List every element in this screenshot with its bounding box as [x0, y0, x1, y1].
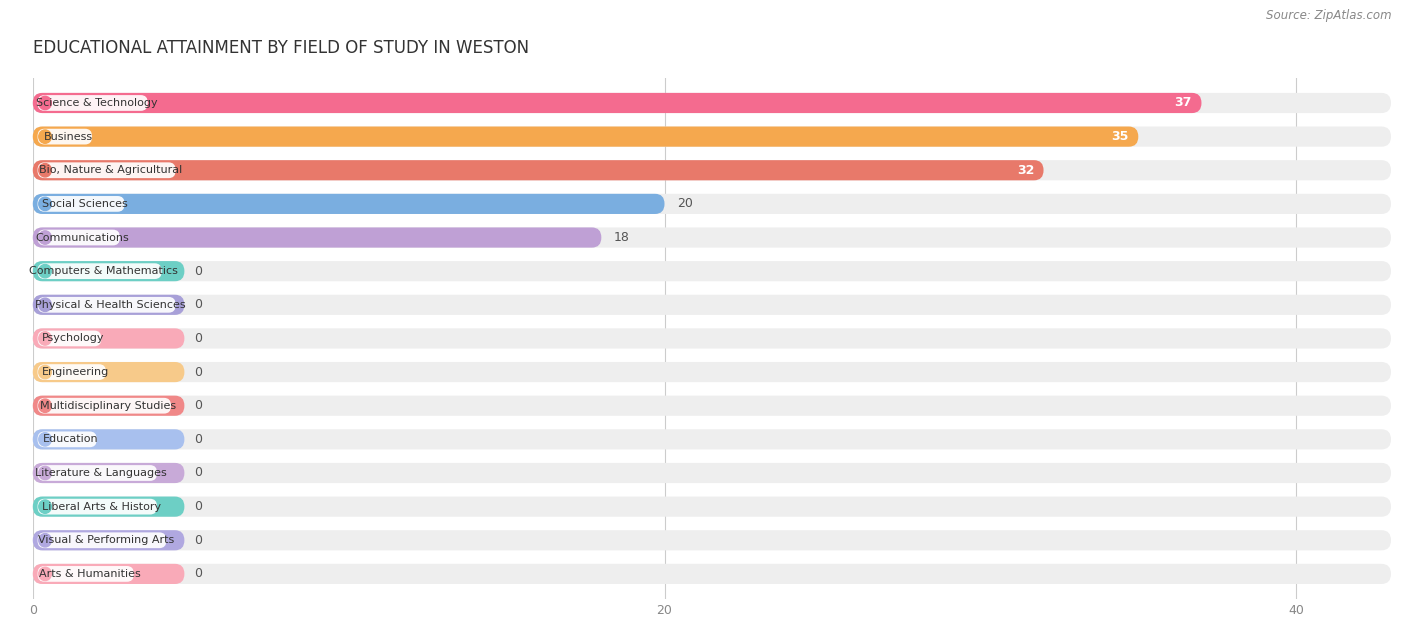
- FancyBboxPatch shape: [32, 194, 665, 214]
- FancyBboxPatch shape: [32, 396, 184, 416]
- Text: Computers & Mathematics: Computers & Mathematics: [30, 266, 177, 276]
- Text: 0: 0: [194, 365, 202, 379]
- FancyBboxPatch shape: [38, 264, 162, 279]
- Circle shape: [39, 466, 52, 480]
- FancyBboxPatch shape: [38, 129, 91, 145]
- Circle shape: [39, 264, 52, 278]
- FancyBboxPatch shape: [38, 364, 105, 380]
- Text: 32: 32: [1017, 164, 1033, 177]
- Text: 0: 0: [194, 466, 202, 480]
- FancyBboxPatch shape: [32, 429, 1391, 449]
- FancyBboxPatch shape: [32, 463, 184, 483]
- Circle shape: [39, 332, 52, 345]
- FancyBboxPatch shape: [32, 160, 1043, 180]
- Text: 37: 37: [1174, 97, 1192, 109]
- Text: Liberal Arts & History: Liberal Arts & History: [42, 502, 160, 512]
- FancyBboxPatch shape: [38, 465, 157, 481]
- Text: 20: 20: [678, 197, 693, 210]
- FancyBboxPatch shape: [32, 93, 1391, 113]
- FancyBboxPatch shape: [38, 297, 176, 313]
- Text: Arts & Humanities: Arts & Humanities: [38, 569, 141, 579]
- Text: Science & Technology: Science & Technology: [35, 98, 157, 108]
- FancyBboxPatch shape: [32, 497, 184, 517]
- FancyBboxPatch shape: [38, 432, 97, 447]
- Circle shape: [39, 197, 52, 210]
- FancyBboxPatch shape: [38, 229, 120, 245]
- Text: Bio, Nature & Agricultural: Bio, Nature & Agricultural: [39, 165, 181, 175]
- FancyBboxPatch shape: [38, 532, 166, 548]
- FancyBboxPatch shape: [32, 497, 1391, 517]
- FancyBboxPatch shape: [38, 566, 134, 582]
- Text: 0: 0: [194, 433, 202, 446]
- FancyBboxPatch shape: [38, 331, 101, 346]
- FancyBboxPatch shape: [32, 126, 1139, 147]
- Text: Source: ZipAtlas.com: Source: ZipAtlas.com: [1267, 9, 1392, 23]
- Text: Visual & Performing Arts: Visual & Performing Arts: [38, 535, 174, 545]
- Text: 0: 0: [194, 534, 202, 547]
- FancyBboxPatch shape: [32, 362, 184, 382]
- Text: Communications: Communications: [35, 233, 129, 243]
- FancyBboxPatch shape: [32, 564, 184, 584]
- FancyBboxPatch shape: [32, 261, 184, 281]
- FancyBboxPatch shape: [32, 396, 1391, 416]
- FancyBboxPatch shape: [32, 228, 1391, 248]
- Circle shape: [39, 231, 52, 244]
- FancyBboxPatch shape: [32, 126, 1391, 147]
- Text: Literature & Languages: Literature & Languages: [35, 468, 167, 478]
- Text: Psychology: Psychology: [42, 334, 104, 343]
- Text: 0: 0: [194, 265, 202, 277]
- Text: Physical & Health Sciences: Physical & Health Sciences: [35, 300, 186, 310]
- Circle shape: [39, 130, 52, 143]
- FancyBboxPatch shape: [32, 329, 184, 348]
- FancyBboxPatch shape: [38, 398, 172, 413]
- Text: 0: 0: [194, 500, 202, 513]
- Circle shape: [39, 567, 52, 581]
- FancyBboxPatch shape: [32, 160, 1391, 180]
- FancyBboxPatch shape: [32, 295, 1391, 315]
- FancyBboxPatch shape: [32, 93, 1202, 113]
- Text: Multidisciplinary Studies: Multidisciplinary Studies: [39, 401, 176, 411]
- Text: Business: Business: [44, 131, 93, 142]
- FancyBboxPatch shape: [32, 530, 1391, 550]
- Circle shape: [39, 96, 52, 110]
- Circle shape: [39, 399, 52, 413]
- Text: 0: 0: [194, 298, 202, 312]
- FancyBboxPatch shape: [32, 463, 1391, 483]
- FancyBboxPatch shape: [32, 564, 1391, 584]
- Text: 0: 0: [194, 399, 202, 412]
- FancyBboxPatch shape: [32, 295, 184, 315]
- FancyBboxPatch shape: [32, 329, 1391, 348]
- Circle shape: [39, 500, 52, 513]
- Text: Engineering: Engineering: [42, 367, 110, 377]
- FancyBboxPatch shape: [38, 196, 125, 212]
- FancyBboxPatch shape: [32, 530, 184, 550]
- FancyBboxPatch shape: [32, 194, 1391, 214]
- Text: 0: 0: [194, 332, 202, 345]
- Text: 0: 0: [194, 568, 202, 580]
- Circle shape: [39, 533, 52, 547]
- FancyBboxPatch shape: [32, 362, 1391, 382]
- Text: Education: Education: [44, 434, 98, 444]
- Circle shape: [39, 164, 52, 177]
- Text: 18: 18: [614, 231, 630, 244]
- FancyBboxPatch shape: [38, 95, 148, 111]
- Text: Social Sciences: Social Sciences: [42, 199, 128, 209]
- Circle shape: [39, 298, 52, 312]
- FancyBboxPatch shape: [32, 261, 1391, 281]
- Circle shape: [39, 365, 52, 379]
- FancyBboxPatch shape: [32, 228, 602, 248]
- FancyBboxPatch shape: [38, 162, 176, 178]
- Circle shape: [39, 433, 52, 446]
- Text: EDUCATIONAL ATTAINMENT BY FIELD OF STUDY IN WESTON: EDUCATIONAL ATTAINMENT BY FIELD OF STUDY…: [32, 39, 529, 57]
- FancyBboxPatch shape: [38, 499, 157, 514]
- FancyBboxPatch shape: [32, 429, 184, 449]
- Text: 35: 35: [1112, 130, 1129, 143]
